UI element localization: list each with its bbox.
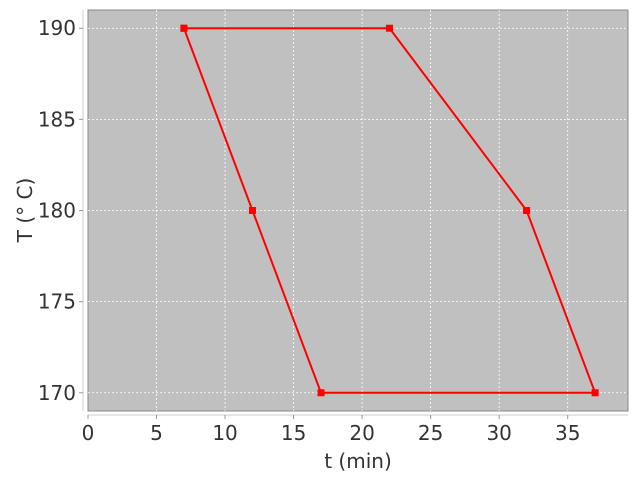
data-point — [523, 207, 531, 214]
data-point — [317, 389, 325, 397]
x-tick-label: 30 — [486, 421, 511, 445]
y-tick-label: 175 — [38, 290, 76, 314]
y-tick-label: 190 — [38, 16, 76, 40]
y-tick-label: 170 — [38, 381, 76, 405]
x-axis-label: t (min) — [324, 449, 392, 473]
x-tick-label: 10 — [212, 421, 237, 445]
x-tick-label: 35 — [555, 421, 580, 445]
y-tick-label: 180 — [38, 199, 76, 223]
y-axis-label: T (° C) — [13, 178, 37, 244]
x-tick-label: 5 — [150, 421, 163, 445]
x-tick-label: 0 — [82, 421, 95, 445]
data-point — [248, 207, 256, 214]
y-tick-label: 185 — [38, 107, 76, 131]
x-tick-label: 20 — [349, 421, 374, 445]
data-point — [591, 389, 599, 397]
x-tick-label: 15 — [281, 421, 306, 445]
series — [180, 24, 599, 397]
data-point — [386, 24, 394, 32]
data-point — [180, 24, 188, 32]
x-tick-label: 25 — [418, 421, 443, 445]
ticks: 0 5 10 15 20 25 30 35 170 175 180 185 190 — [38, 16, 581, 445]
